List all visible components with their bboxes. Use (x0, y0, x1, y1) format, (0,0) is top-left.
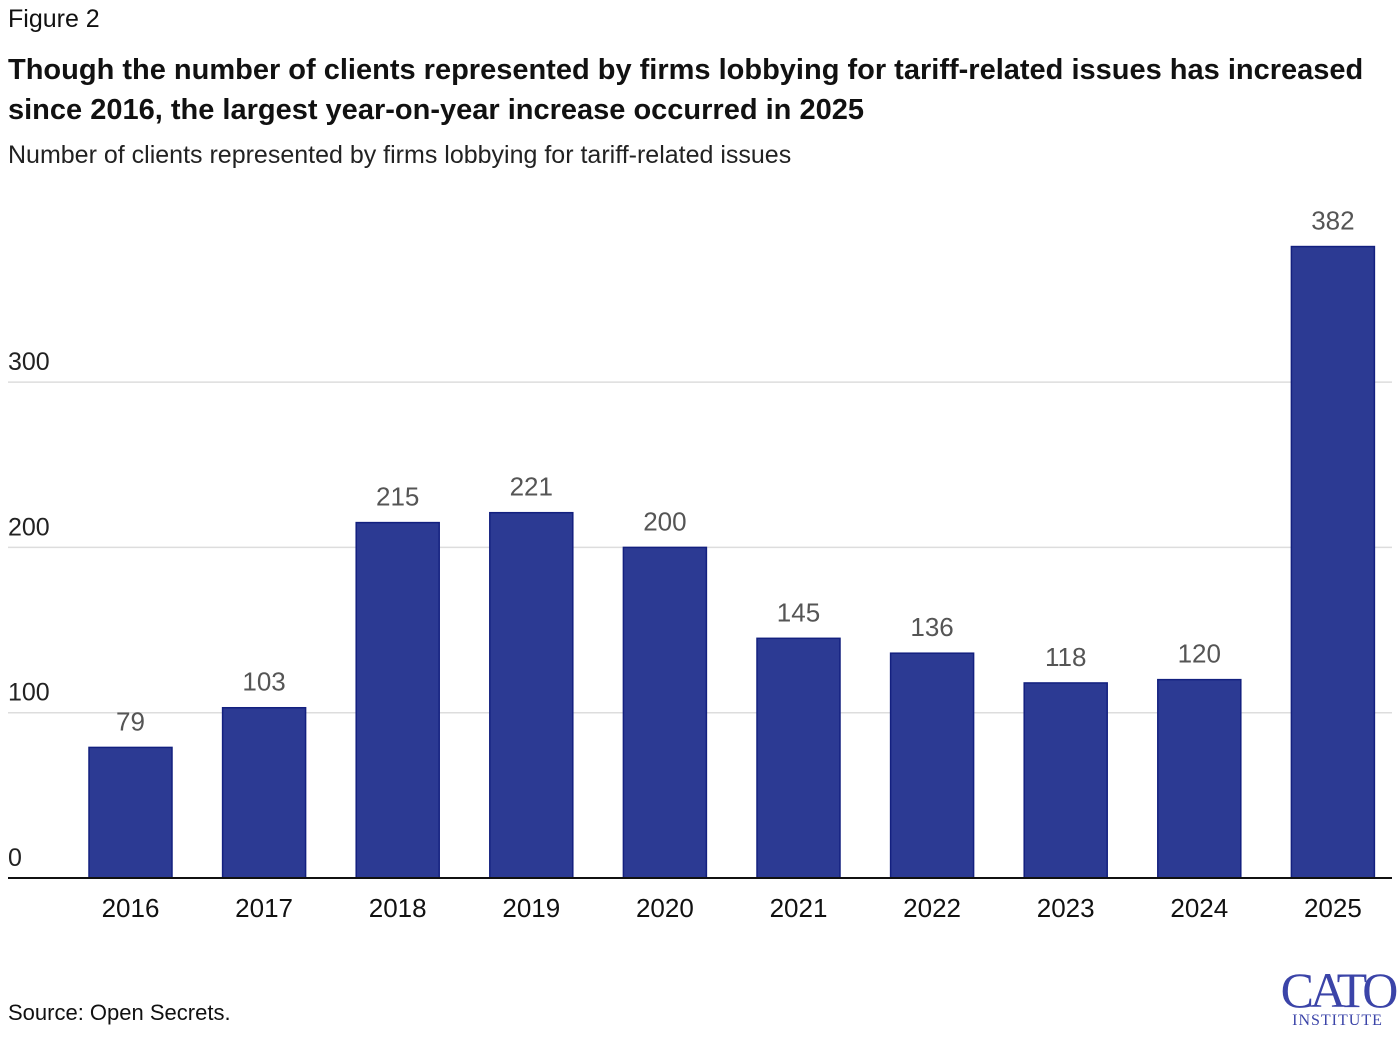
bar-2019 (489, 511, 574, 879)
bar-2016 (88, 746, 173, 879)
y-tick-label: 300 (8, 348, 50, 376)
x-tick-label: 2018 (369, 893, 427, 923)
chart-subtitle: Number of clients represented by firms l… (8, 141, 792, 169)
chart-title: Though the number of clients represented… (8, 54, 1364, 126)
data-label: 382 (1311, 206, 1354, 236)
logo-wordmark: CATO (1280, 962, 1399, 1018)
x-tick-label: 2020 (636, 893, 694, 923)
data-label: 103 (242, 667, 285, 697)
x-tick-label: 2024 (1170, 893, 1228, 923)
bar-2022 (889, 652, 975, 879)
y-tick-label: 200 (8, 513, 50, 541)
y-tick-label: 100 (8, 679, 50, 707)
bar-2025 (1290, 245, 1376, 879)
data-label: 120 (1178, 639, 1221, 669)
data-label: 221 (510, 472, 553, 502)
bar-2024 (1157, 678, 1242, 879)
bar-2020 (622, 546, 708, 879)
source-note: Source: Open Secrets. (8, 1000, 231, 1025)
cato-institute-logo: CATO INSTITUTE (1280, 962, 1399, 1030)
bar-2021 (756, 637, 841, 879)
data-label: 118 (1045, 642, 1086, 672)
x-tick-label: 2016 (102, 893, 160, 923)
bar-2023 (1023, 682, 1108, 879)
data-label: 136 (910, 612, 953, 642)
data-label: 145 (777, 597, 820, 627)
figure-label: Figure 2 (8, 5, 100, 33)
x-tick-label: 2021 (770, 893, 828, 923)
data-label: 200 (643, 506, 686, 536)
x-tick-label: 2022 (903, 893, 961, 923)
bar-2017 (221, 706, 307, 879)
y-tick-label: 0 (8, 844, 22, 872)
x-tick-label: 2017 (235, 893, 293, 923)
bar-2018 (355, 521, 440, 879)
x-tick-label: 2025 (1304, 893, 1362, 923)
x-tick-label: 2019 (502, 893, 560, 923)
data-label: 79 (116, 706, 145, 736)
logo-subtitle: INSTITUTE (1292, 1012, 1383, 1029)
data-label: 215 (376, 482, 419, 512)
x-tick-label: 2023 (1037, 893, 1095, 923)
